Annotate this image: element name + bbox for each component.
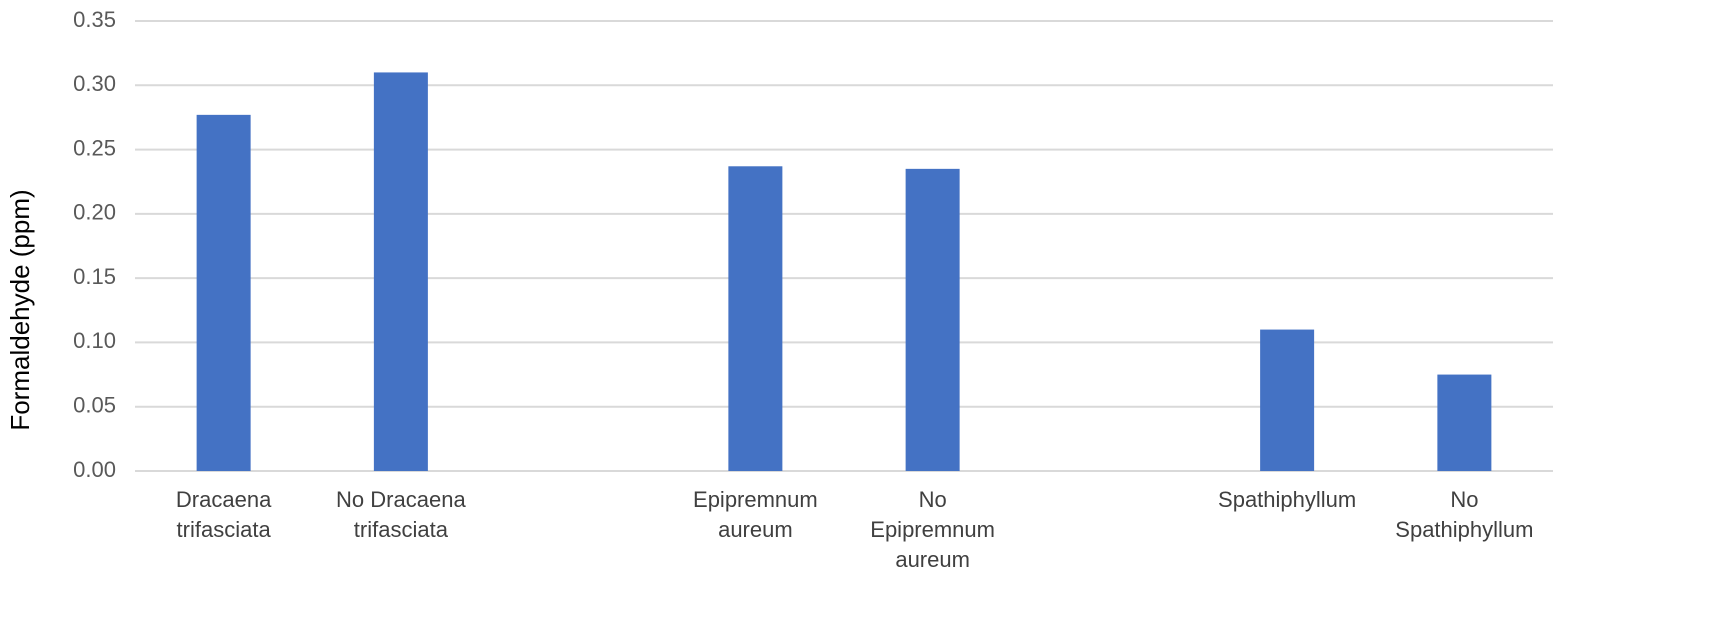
y-tick-label: 0.30 [73,71,116,96]
y-tick-label: 0.15 [73,264,116,289]
bar [196,114,251,471]
y-tick-label: 0.20 [73,200,116,225]
y-tick-label: 0.35 [73,7,116,32]
y-tick-label: 0.25 [73,135,116,160]
x-tick-label: No Dracaena trifasciata [336,487,466,542]
y-tick-label: 0.00 [73,457,116,482]
x-tick-label: Epipremnum aureum [693,487,818,542]
x-tick-label: No Spathiphyllum [1395,487,1534,542]
bar [1437,374,1492,471]
y-tick-label: 0.10 [73,328,116,353]
bar [373,72,428,471]
x-tick-label: Dracaena trifasciata [175,487,272,542]
y-tick-label: 0.05 [73,393,116,418]
y-axis-label: Formaldehyde (ppm) [5,189,35,430]
x-tick-label: No Epipremnum aureum [870,487,995,572]
bar [905,168,960,471]
x-tick-label: Spathiphyllum [1218,487,1357,512]
bar [1260,329,1315,471]
bar [728,166,783,472]
